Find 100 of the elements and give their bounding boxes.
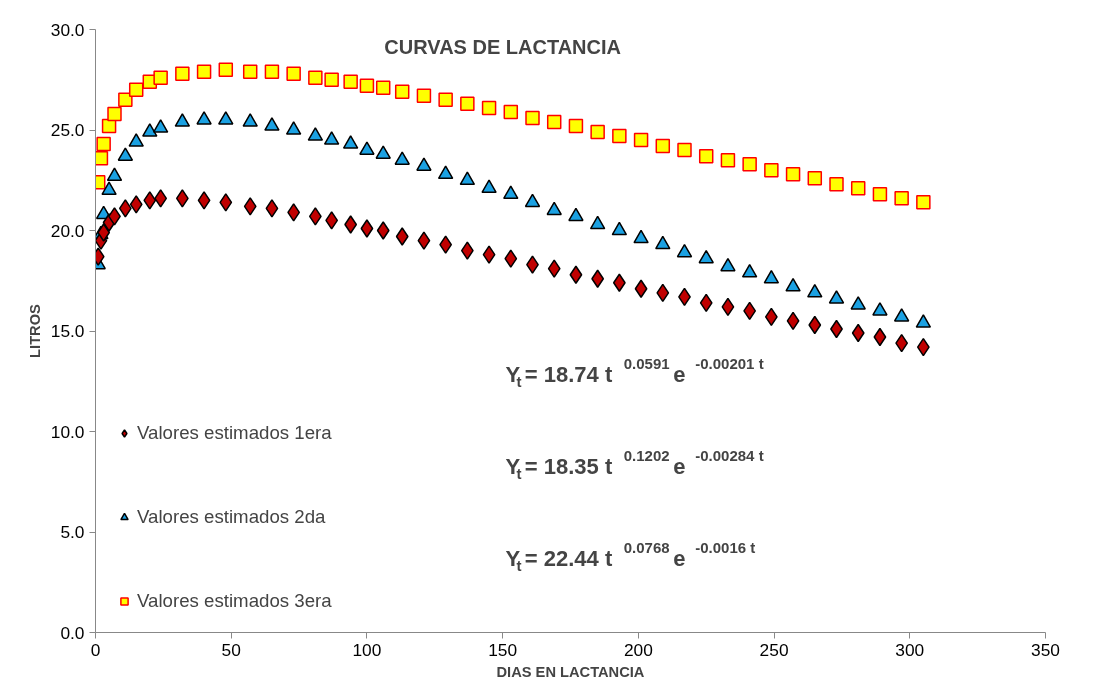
point [307,127,324,141]
point [376,221,390,240]
point [525,110,540,126]
point [128,133,144,147]
point [785,166,801,182]
point [612,273,626,293]
point [915,314,932,328]
point [655,235,671,250]
point [117,147,134,161]
point [129,195,143,214]
point [546,114,562,130]
point [786,311,800,331]
point [325,211,339,230]
point [218,111,234,125]
point [359,78,375,94]
point [546,201,562,216]
point [219,193,233,212]
point [851,323,865,343]
point [743,301,757,321]
point [504,249,518,268]
y-tick-label: 5.0 [60,522,85,542]
point [873,327,887,347]
point [118,199,132,218]
point [395,227,409,246]
point [286,66,301,81]
point [196,111,212,125]
point [287,203,301,222]
point [153,70,168,85]
y-tick-label: 20.0 [50,220,85,241]
point [872,187,888,202]
x-axis-title: DIAS EN LACTANCIA [496,663,645,680]
point [242,64,258,79]
point [741,263,758,278]
point [503,104,519,120]
y-tick-label: 15.0 [50,321,85,341]
point [633,132,649,148]
x-tick-label: 0 [90,639,101,660]
point [375,145,391,159]
y-tick-label: 0.0 [60,622,85,643]
point [547,259,561,278]
point [242,113,258,127]
point [417,231,431,250]
point [916,195,931,210]
point [344,215,358,234]
point [634,279,648,299]
point [285,121,302,135]
x-tick-label: 200 [623,639,653,660]
point [524,193,541,208]
point [107,106,122,122]
point [394,151,410,165]
point [721,297,735,317]
point [698,249,714,264]
point [656,283,670,303]
point [764,162,779,178]
point [360,219,374,238]
point [175,189,189,208]
x-tick-label: 350 [1031,639,1060,660]
legend-label: Valores estimados 1era [137,422,332,444]
point [264,64,280,79]
chart-title: CURVAS DE LACTANCIA [384,35,621,58]
point [591,269,605,288]
point [343,74,358,90]
point [590,124,605,140]
point [894,191,909,206]
point [720,152,736,168]
point [916,337,930,357]
point [503,185,519,200]
point [482,245,496,264]
point [481,179,497,194]
point [655,138,671,154]
x-tick-label: 150 [488,639,518,660]
point [265,199,279,218]
point [101,181,117,196]
point [359,141,375,155]
x-tick-label: 100 [352,639,382,660]
point [152,119,169,133]
point [828,290,845,304]
point [143,191,157,210]
point [807,283,823,298]
point [439,235,453,254]
point [394,84,410,100]
point [872,302,888,316]
point [308,70,323,85]
point [764,307,778,327]
point [142,123,158,137]
point [568,207,584,222]
point [742,156,757,172]
point [197,191,211,210]
point [460,96,475,112]
point [785,277,801,292]
point [416,157,432,171]
point [481,100,497,116]
point [174,113,191,127]
point [437,165,454,180]
y-axis-title: LITROS [26,303,43,358]
point [196,64,212,79]
point [611,221,628,236]
point [808,315,822,335]
point [323,131,340,145]
point [698,148,714,164]
